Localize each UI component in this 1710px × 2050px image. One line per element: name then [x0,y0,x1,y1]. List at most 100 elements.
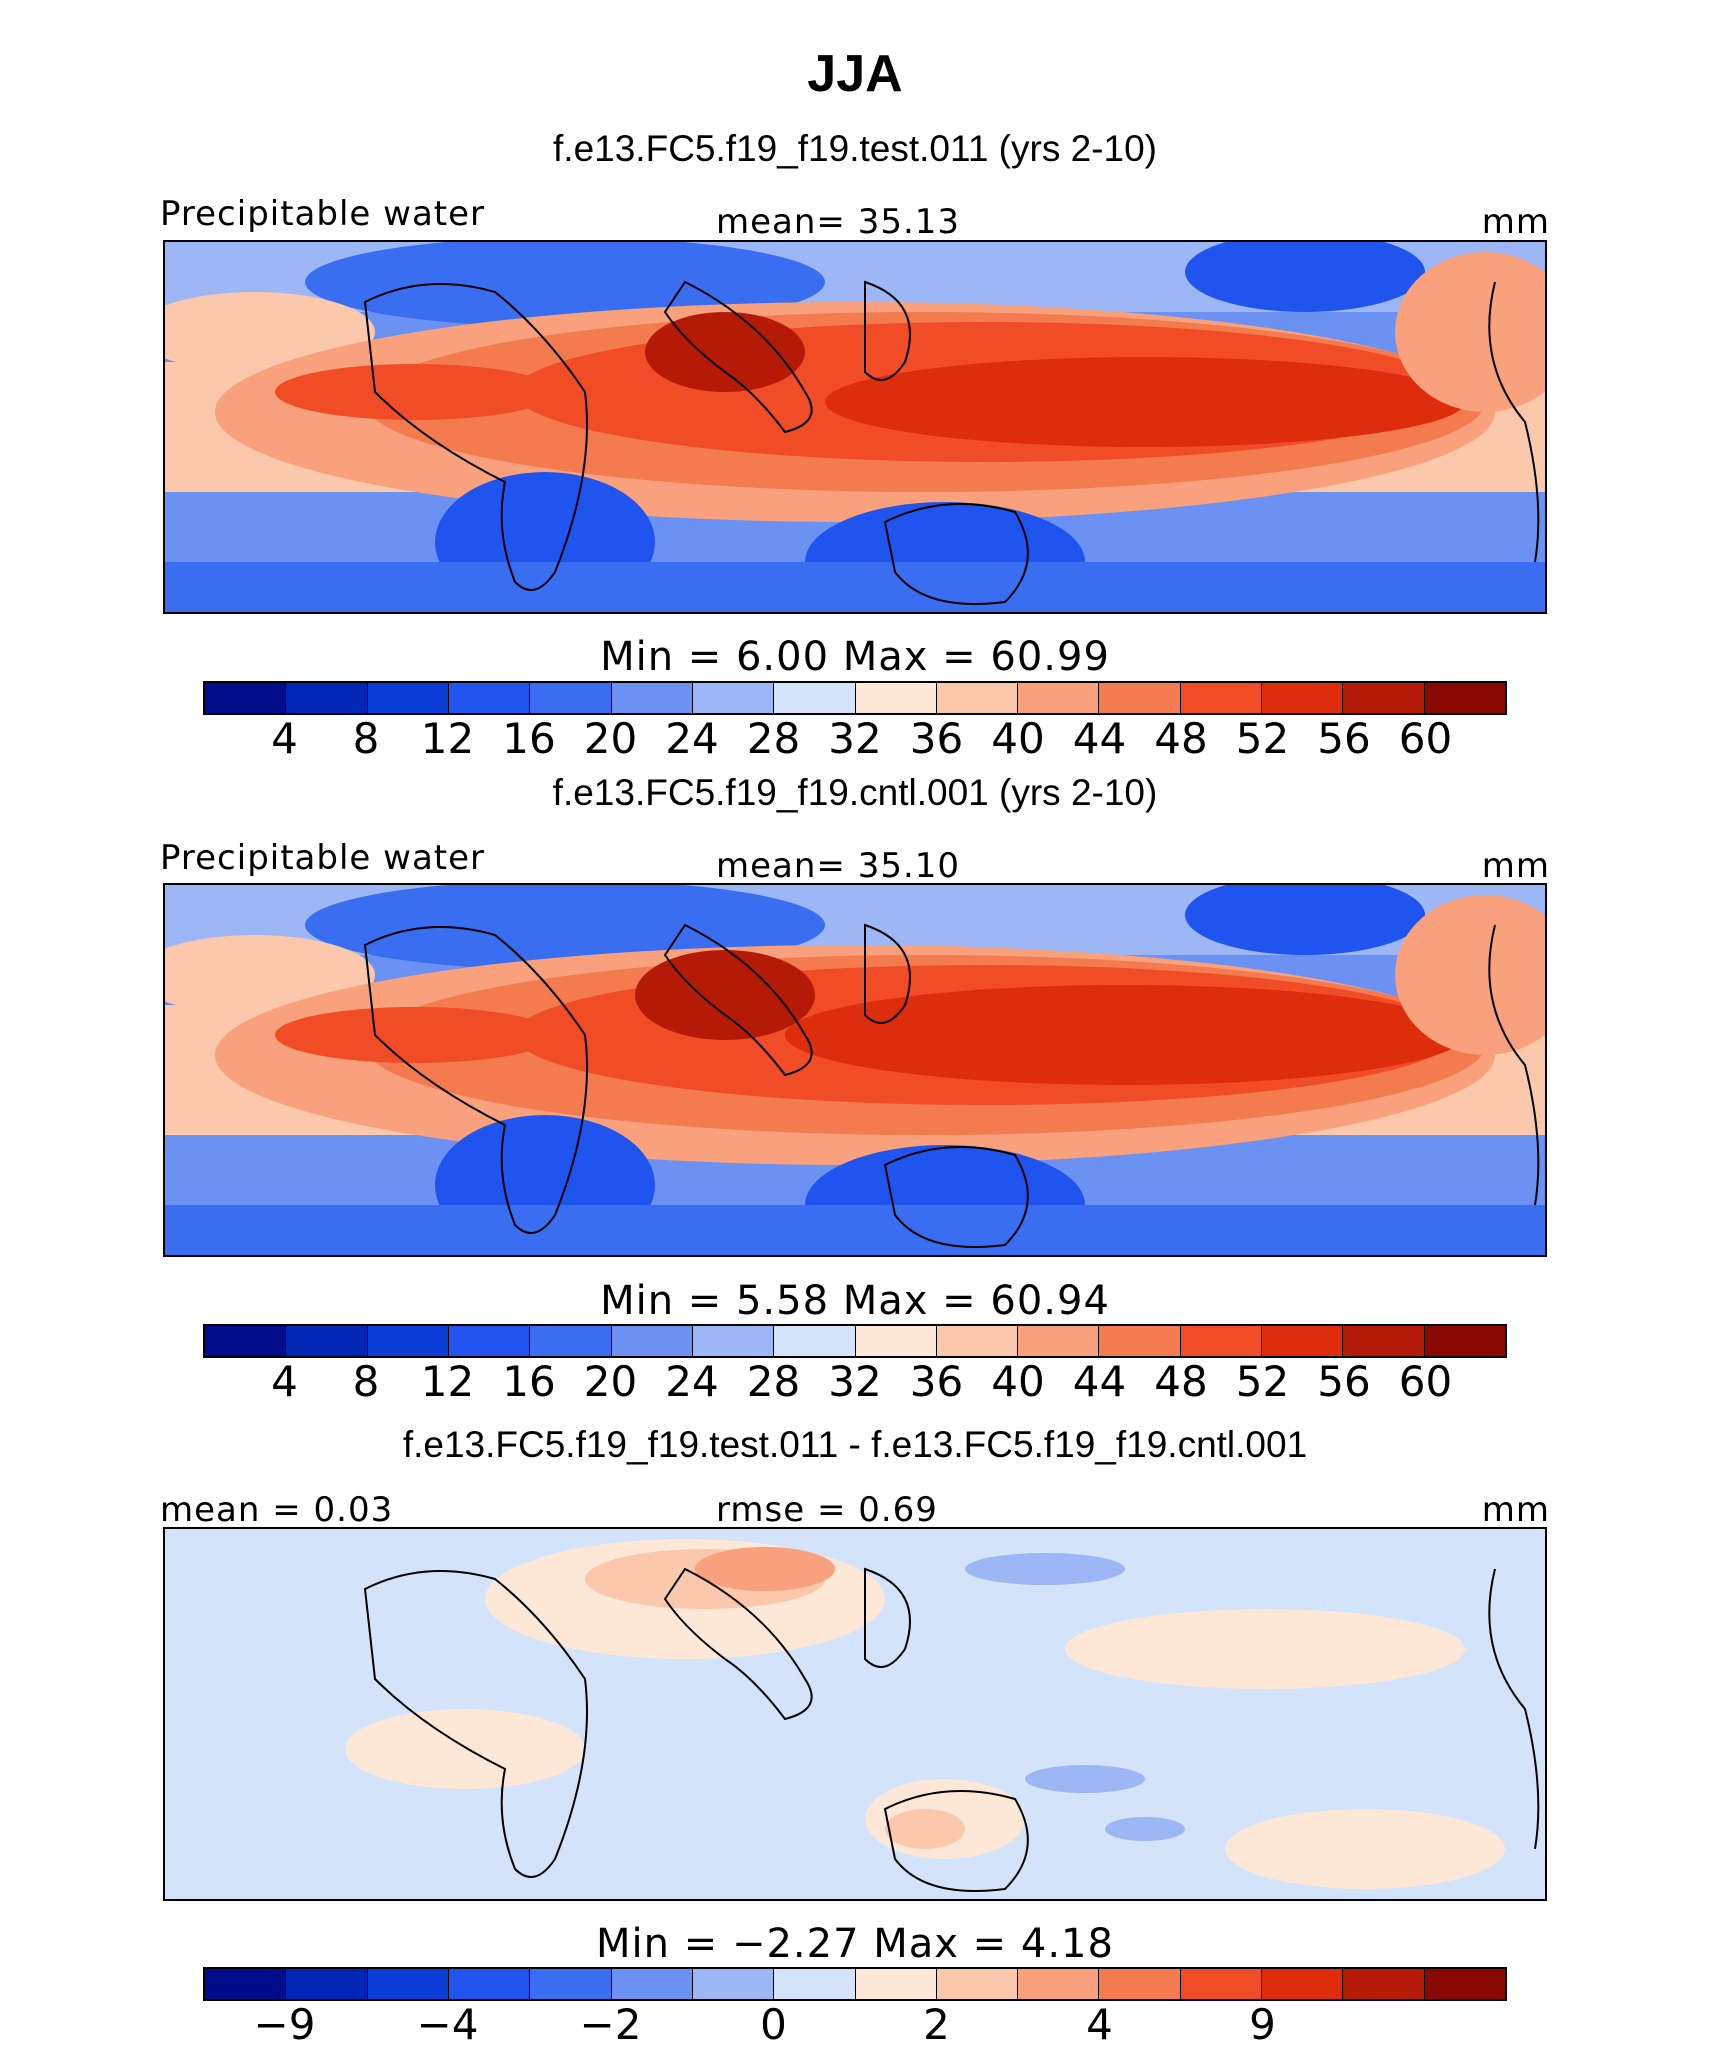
figure-title: JJA [807,45,903,103]
colorbar-swatch [1262,683,1344,713]
colorbar-swatch [1343,1326,1425,1356]
panel-3-rmse-label: rmse = 0.69 [716,1490,938,1530]
colorbar-tick-label: −2 [579,2000,642,2049]
colorbar-tick-label: 4 [271,714,298,763]
colorbar-swatch [1343,683,1425,713]
colorbar-tick-label: 9 [1249,2000,1276,2049]
colorbar-tick-label: 40 [991,1357,1045,1406]
colorbar-swatch [1180,683,1263,713]
colorbar-tick-label: 16 [502,714,556,763]
colorbar-swatch [936,1969,1019,1999]
colorbar-swatch [1180,1326,1263,1356]
colorbar-tick-label: 60 [1398,1357,1453,1406]
panel-3-map-field [165,1529,1545,1899]
colorbar-tick-label: 32 [828,714,882,763]
colorbar-tick-label: 24 [665,714,719,763]
colorbar-swatch [1343,1969,1425,1999]
colorbar-swatch [367,1969,449,1999]
colorbar-tick-label: 52 [1235,1357,1290,1406]
colorbar-swatch [448,1969,531,1999]
colorbar-swatch [205,683,287,713]
colorbar-swatch [1018,1326,1100,1356]
colorbar-tick-label: 44 [1072,714,1127,763]
colorbar-swatch [1424,1326,1505,1356]
colorbar-tick-label: 8 [352,714,380,763]
colorbar-tick-label: 20 [583,1357,638,1406]
colorbar-swatch [692,1326,775,1356]
colorbar-tick-label: 2 [923,2000,950,2049]
colorbar-tick-label: 12 [420,714,475,763]
colorbar-tick-label: 60 [1398,714,1453,763]
panel-3-title: f.e13.FC5.f19_f19.test.011 - f.e13.FC5.f… [402,1424,1308,1465]
colorbar-tick-label: 8 [352,1357,380,1406]
panel-2-title: f.e13.FC5.f19_f19.cntl.001 (yrs 2-10) [552,772,1158,813]
panel-3-mean-label: mean = 0.03 [160,1490,394,1530]
colorbar-swatch [1099,683,1181,713]
colorbar-tick-label: 28 [746,1357,801,1406]
panel-1-mean-label: mean= 35.13 [716,202,961,242]
panel-3-map [163,1527,1547,1901]
colorbar-tick-label: −9 [253,2000,316,2049]
panel-2-minmax: Min = 5.58 Max = 60.94 [600,1278,1110,1324]
colorbar-swatch [1018,683,1100,713]
colorbar-tick-label: 20 [583,714,638,763]
panel-2-units-label: mm [1481,846,1550,886]
panel-1-colorbar-ticks: 4 8 12 16 20 24 28 32 36 40 44 48 52 56 60 [0,714,1710,764]
colorbar-swatch [936,683,1019,713]
colorbar-tick-label: 16 [502,1357,556,1406]
colorbar-swatch [692,683,775,713]
colorbar-swatch [774,1326,856,1356]
colorbar-swatch [1018,1969,1100,1999]
colorbar-tick-label: 32 [828,1357,882,1406]
colorbar-tick-label: 36 [909,714,964,763]
panel-2-map [163,883,1547,1257]
panel-1-variable-label: Precipitable water [160,194,486,234]
colorbar-tick-label: −4 [416,2000,479,2049]
colorbar-tick-label: 48 [1154,714,1208,763]
colorbar-swatch [448,683,531,713]
colorbar-swatch [774,1969,856,1999]
colorbar-swatch [530,1969,612,1999]
colorbar-swatch [286,683,368,713]
colorbar-swatch [530,1326,612,1356]
panel-3-minmax: Min = −2.27 Max = 4.18 [596,1921,1114,1967]
colorbar-swatch [448,1326,531,1356]
colorbar-swatch [855,1969,937,1999]
colorbar-swatch [1424,1969,1505,1999]
colorbar-tick-label: 4 [1086,2000,1113,2049]
colorbar-swatch [205,1326,287,1356]
panel-2-variable-label: Precipitable water [160,838,486,878]
colorbar-tick-label: 48 [1154,1357,1208,1406]
colorbar-swatch [611,1969,693,1999]
panel-2-map-field [165,885,1545,1255]
colorbar-tick-label: 12 [420,1357,475,1406]
colorbar-swatch [855,1326,937,1356]
panel-1-units-label: mm [1481,202,1550,242]
colorbar-tick-label: 40 [991,714,1045,763]
colorbar-tick-label: 28 [746,714,801,763]
colorbar-swatch [936,1326,1019,1356]
colorbar-tick-label: 56 [1317,714,1371,763]
colorbar-tick-label: 44 [1072,1357,1127,1406]
colorbar-swatch [611,1326,693,1356]
colorbar-swatch [1424,683,1505,713]
panel-3-units-label: mm [1481,1490,1550,1530]
colorbar-tick-label: 36 [909,1357,964,1406]
panel-2-mean-label: mean= 35.10 [716,846,961,886]
colorbar-swatch [1099,1326,1181,1356]
panel-1-title: f.e13.FC5.f19_f19.test.011 (yrs 2-10) [553,128,1157,169]
colorbar-swatch [367,1326,449,1356]
colorbar-swatch [855,683,937,713]
panel-3-colorbar [203,1967,1507,2001]
colorbar-tick-label: 56 [1317,1357,1371,1406]
panel-2-colorbar [203,1324,1507,1358]
panel-3-colorbar-ticks: −9 −4 −2 0 2 4 9 [0,2000,1710,2050]
colorbar-swatch [286,1326,368,1356]
colorbar-swatch [367,683,449,713]
colorbar-swatch [1099,1969,1181,1999]
panel-1-map-field [165,242,1545,612]
panel-1-colorbar [203,681,1507,715]
colorbar-swatch [611,683,693,713]
colorbar-swatch [1262,1326,1344,1356]
panel-1-minmax: Min = 6.00 Max = 60.99 [600,634,1110,680]
